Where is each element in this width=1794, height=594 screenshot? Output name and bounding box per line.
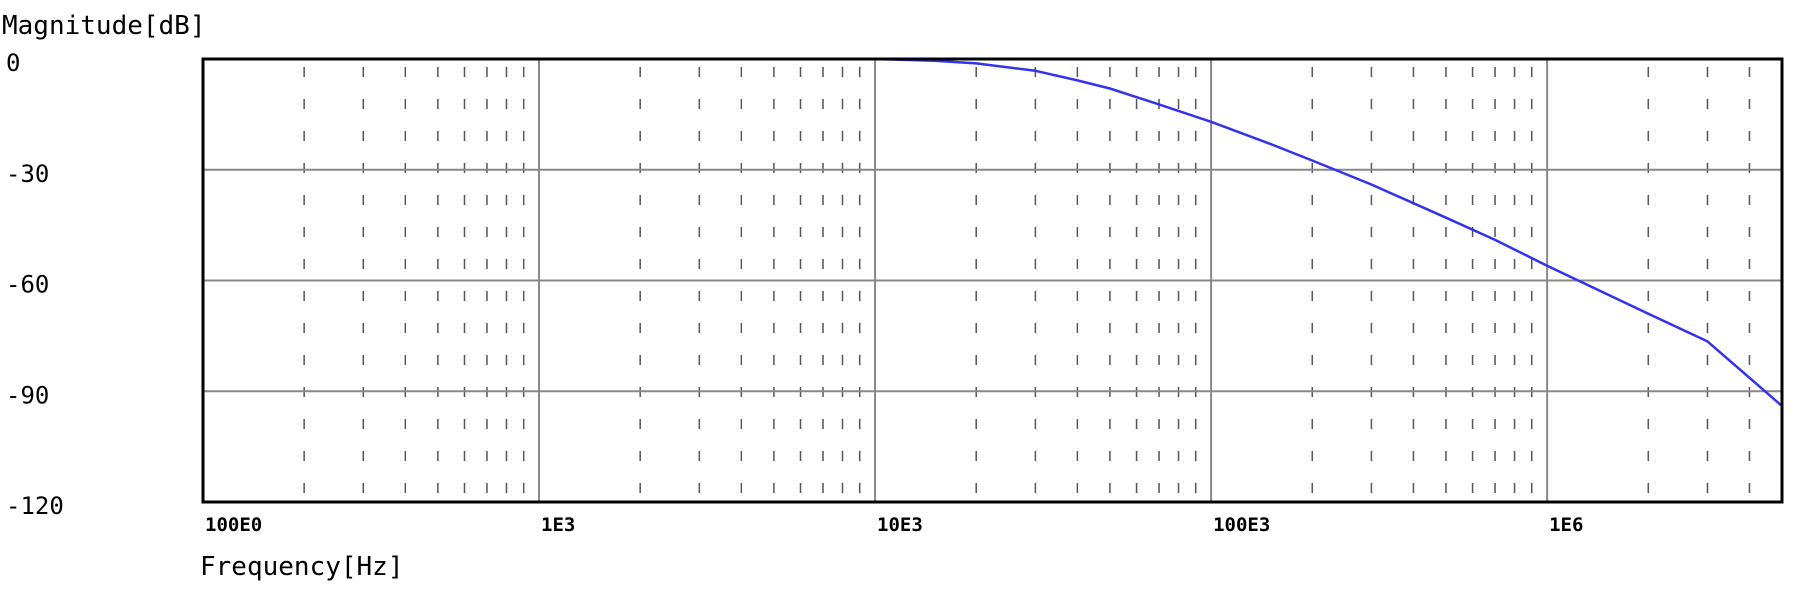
series-line bbox=[203, 57, 1783, 407]
x-tick-label: 10E3 bbox=[877, 514, 923, 536]
series-line-group bbox=[203, 57, 1783, 407]
x-tick-label: 100E0 bbox=[205, 514, 262, 536]
y-tick-label: -90 bbox=[6, 381, 49, 409]
y-tick-label: -120 bbox=[6, 492, 64, 520]
y-axis-label: Magnitude[dB] bbox=[2, 11, 206, 41]
x-axis-label: Frequency[Hz] bbox=[200, 552, 404, 582]
plot-frame bbox=[201, 57, 1784, 504]
x-tick-labels: 100E0 1E3 10E3 100E3 1E6 bbox=[205, 514, 1583, 536]
x-tick-label: 1E3 bbox=[541, 514, 575, 536]
x-tick-label: 100E3 bbox=[1213, 514, 1270, 536]
y-tick-labels: 0 -30 -60 -90 -120 bbox=[6, 49, 64, 520]
y-tick-label: 0 bbox=[6, 49, 20, 77]
y-tick-label: -60 bbox=[6, 271, 49, 299]
x-tick-label: 1E6 bbox=[1549, 514, 1583, 536]
grid bbox=[203, 59, 1782, 502]
y-tick-label: -30 bbox=[6, 160, 49, 188]
